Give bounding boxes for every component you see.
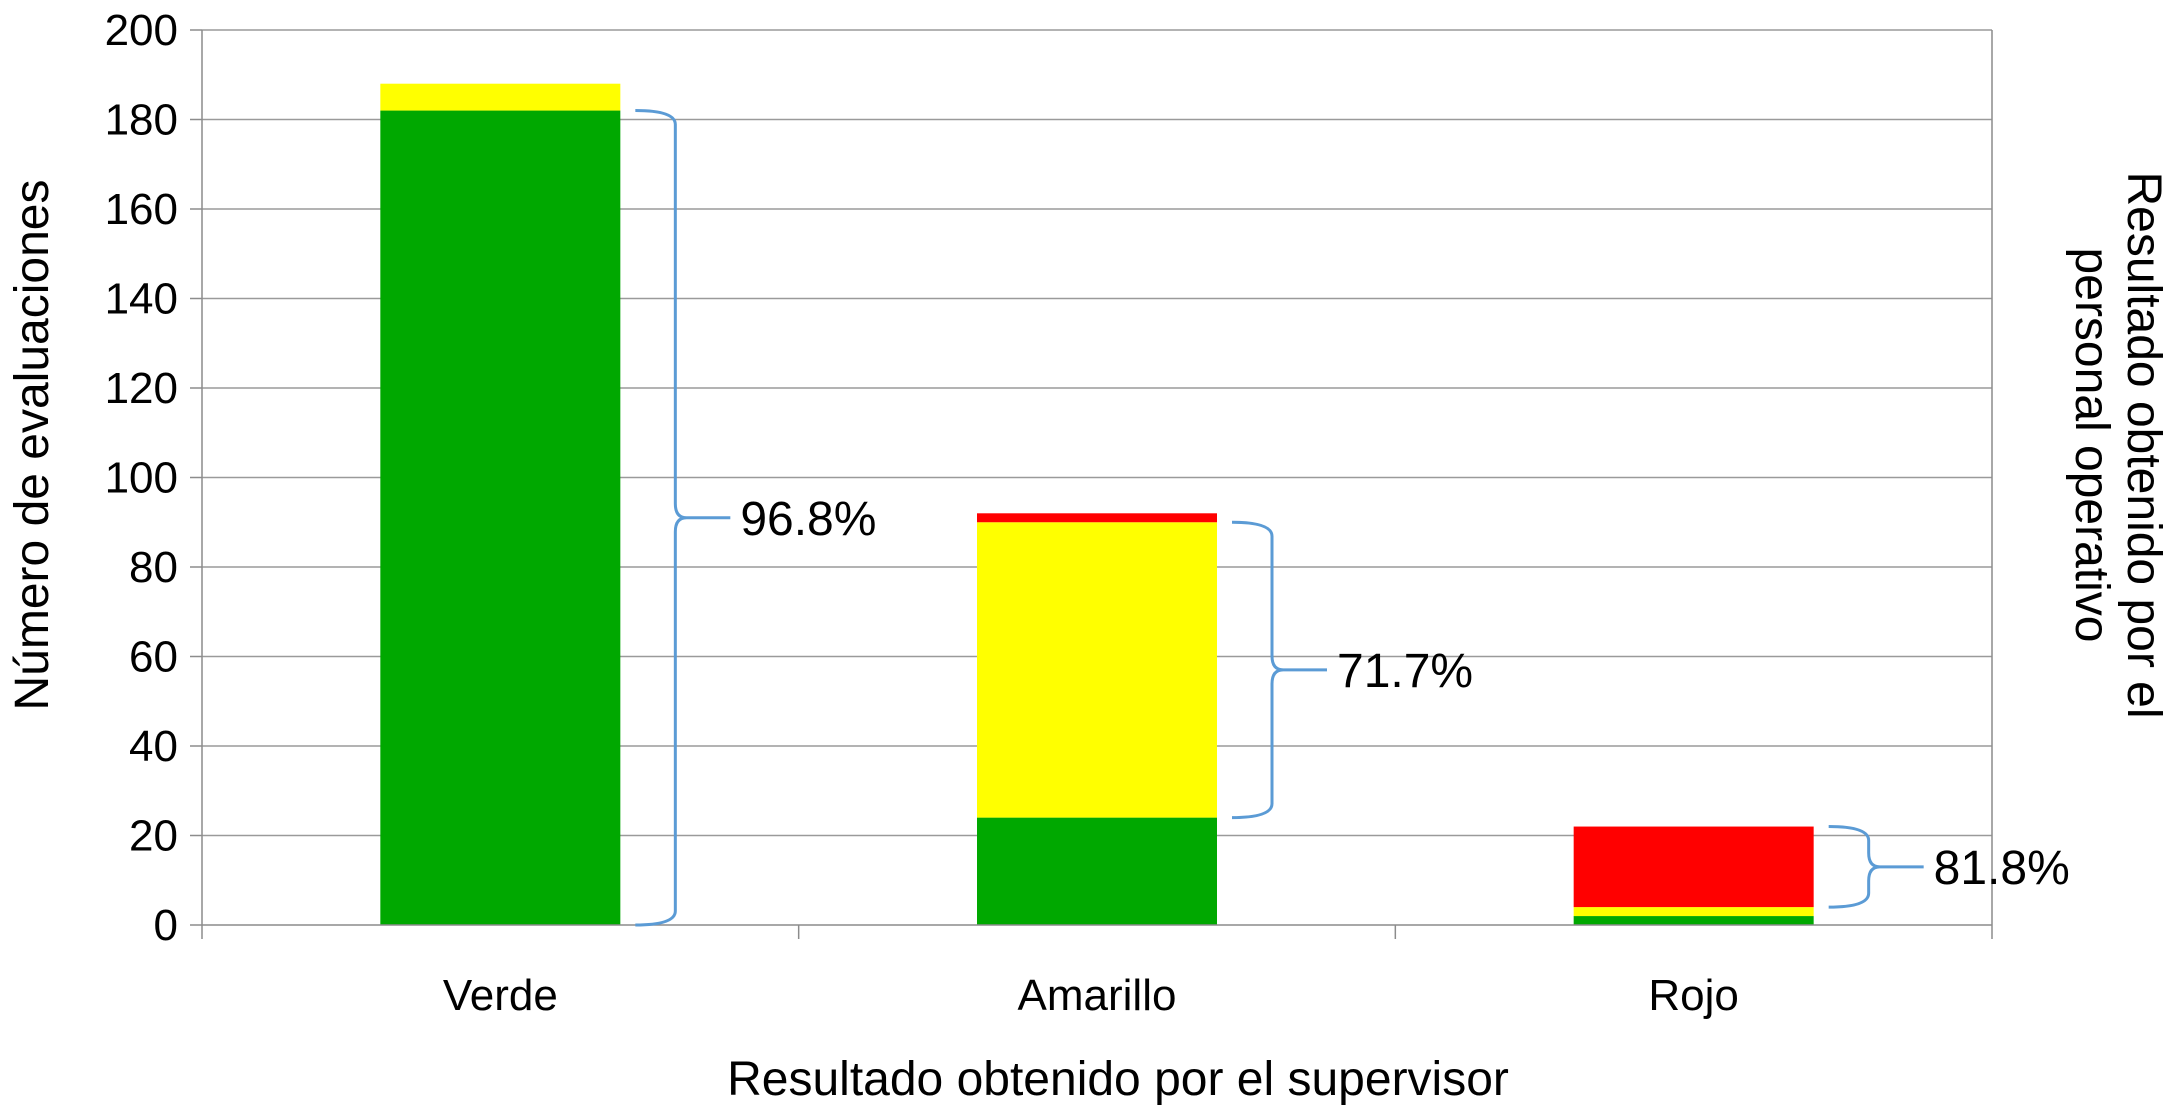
y2-axis-title: Resultado obtenido por el personal opera… <box>2065 171 2170 718</box>
y-tick-label-180: 180 <box>105 96 178 145</box>
bar-rojo-segment-1 <box>1573 907 1814 917</box>
bars-layer <box>380 83 1814 926</box>
y-tick-label-140: 140 <box>105 275 178 324</box>
y-tick-label-40: 40 <box>129 722 178 771</box>
bar-verde-segment-0 <box>380 110 621 926</box>
percent-label-amarillo: 71.7% <box>1337 645 1473 698</box>
annotation-layer: 96.8% 71.7% 81.8% <box>635 109 2070 927</box>
bar-rojo-segment-2 <box>1573 826 1814 908</box>
y-tick-label-120: 120 <box>105 364 178 413</box>
x-axis-title: Resultado obtenido por el supervisor <box>727 1053 1509 1106</box>
y-tick-label-0: 0 <box>154 901 178 950</box>
x-tick-label-verde: Verde <box>443 971 558 1020</box>
y-tick-label-60: 60 <box>129 633 178 682</box>
bar-verde-segment-1 <box>380 83 621 111</box>
y-tick-label-80: 80 <box>129 543 178 592</box>
y-tick-label-200: 200 <box>105 6 178 55</box>
y2-axis-title-line-1: Resultado obtenido por el <box>2117 171 2170 718</box>
x-tick-label-rojo: Rojo <box>1648 971 1739 1020</box>
y-axis-title: Número de evaluaciones <box>6 180 59 711</box>
bar-amarillo-segment-0 <box>977 817 1217 925</box>
bracket-verde <box>635 109 731 927</box>
bar-amarillo-segment-2 <box>977 513 1217 523</box>
y-tick-label-160: 160 <box>105 185 178 234</box>
percent-label-rojo: 81.8% <box>1934 842 2070 895</box>
percent-label-verde: 96.8% <box>740 493 876 546</box>
y2-axis-title-line-2: personal operativo <box>2065 248 2118 643</box>
y-tick-label-20: 20 <box>129 812 178 861</box>
y-tick-label-100: 100 <box>105 454 178 503</box>
bracket-rojo <box>1828 825 1924 909</box>
bar-amarillo-segment-1 <box>977 522 1217 818</box>
bar-rojo-segment-0 <box>1573 916 1814 925</box>
x-tick-label-amarillo: Amarillo <box>1018 971 1177 1020</box>
axis-layer: 0 20 40 60 80 100 120 140 160 180 200 Verde Amarillo… <box>105 6 1993 1020</box>
title-layer: Resultado obtenido por el supervisor Núm… <box>6 171 2170 1106</box>
bracket-amarillo <box>1231 520 1327 820</box>
